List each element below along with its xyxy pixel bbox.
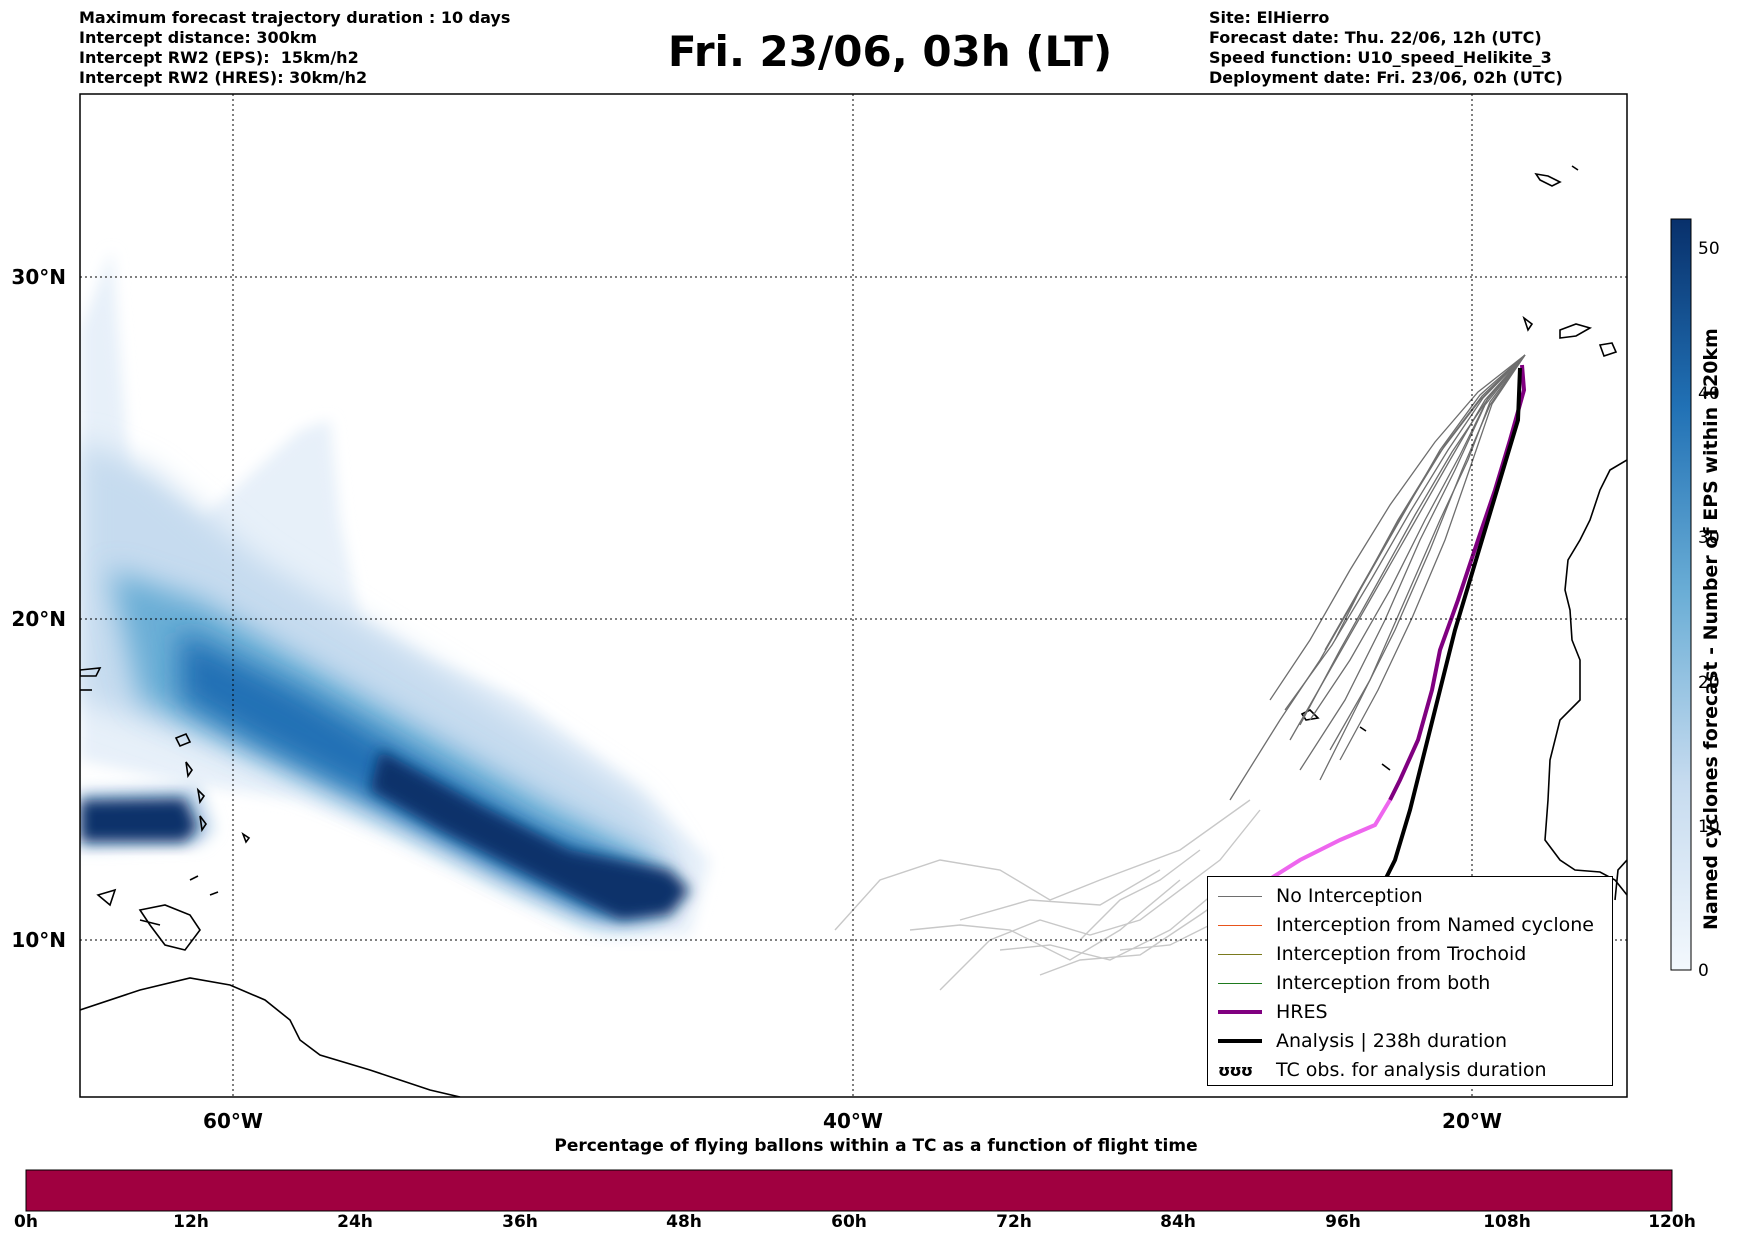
- header-right-info: Site: ElHierro Forecast date: Thu. 22/06…: [1209, 8, 1563, 88]
- legend-item-trochoid: Interception from Trochoid: [1218, 941, 1526, 967]
- flight-time-tick: 84h: [1160, 1212, 1196, 1232]
- hres-trajectory: [1388, 364, 1527, 801]
- flight-time-tick: 48h: [666, 1212, 702, 1232]
- legend-swatch: [1218, 982, 1262, 984]
- deployment-date-text: Deployment date: Fri. 23/06, 02h (UTC): [1209, 68, 1563, 87]
- flight-time-tick: 0h: [14, 1212, 38, 1232]
- trajectories-no-interception: [1229, 354, 1526, 801]
- legend-label: HRES: [1276, 1001, 1328, 1023]
- colorbar-title: Named cyclones forecast - Number of EPS …: [1700, 328, 1722, 930]
- cyclone-density-field: [80, 250, 710, 935]
- legend-item-hres: HRES: [1218, 999, 1328, 1025]
- lon-tick-20w: 20°W: [1442, 1109, 1502, 1133]
- flight-time-tick: 72h: [996, 1212, 1032, 1232]
- header-left-info: Maximum forecast trajectory duration : 1…: [79, 8, 510, 88]
- colorbar-tick-40: 40: [1698, 384, 1720, 404]
- legend-item-no-interception: No Interception: [1218, 883, 1423, 909]
- legend-label: Interception from Trochoid: [1276, 943, 1527, 965]
- intercept-eps-text: Intercept RW2 (EPS): 15km/h2: [79, 48, 359, 67]
- colorbar-tick-30: 30: [1698, 528, 1720, 548]
- flight-time-tick: 120h: [1648, 1212, 1696, 1232]
- legend-label: No Interception: [1276, 885, 1423, 907]
- legend-swatch: [1218, 1010, 1262, 1014]
- legend-item-named-cyclone: Interception from Named cyclone: [1218, 912, 1594, 938]
- colorbar-tick-50: 50: [1698, 239, 1720, 259]
- lat-tick-10n: 10°N: [11, 928, 66, 952]
- legend-swatch: [1218, 953, 1262, 955]
- lat-tick-30n: 30°N: [11, 265, 66, 289]
- colorbar-tick-20: 20: [1698, 673, 1720, 693]
- flight-time-tick: 12h: [173, 1212, 209, 1232]
- lat-tick-20n: 20°N: [11, 607, 66, 631]
- cyclone-symbol-icon: ʊʊʊ: [1218, 1060, 1253, 1080]
- legend: No Interception Interception from Named …: [1207, 876, 1613, 1086]
- flight-time-tick: 36h: [502, 1212, 538, 1232]
- analysis-trajectory: [1383, 367, 1522, 881]
- legend-label: Interception from Named cyclone: [1276, 914, 1594, 936]
- site-text: Site: ElHierro: [1209, 8, 1330, 27]
- map-plot-area: [80, 165, 1627, 1097]
- lon-tick-40w: 40°W: [823, 1109, 883, 1133]
- map-frame: [79, 93, 1628, 1098]
- colorbar-ticks: 0 10 20 30 40 50: [1698, 239, 1720, 981]
- lon-tick-60w: 60°W: [203, 1109, 263, 1133]
- map-title: Fri. 23/06, 03h (LT): [667, 27, 1113, 76]
- flight-time-tick: 96h: [1325, 1212, 1361, 1232]
- forecast-date-text: Forecast date: Thu. 22/06, 12h (UTC): [1209, 28, 1542, 47]
- intercept-distance-text: Intercept distance: 300km: [79, 28, 318, 47]
- colorbar: [1670, 218, 1692, 971]
- flight-time-bar: [25, 1169, 1673, 1212]
- colorbar-tick-0: 0: [1698, 961, 1709, 981]
- speed-function-text: Speed function: U10_speed_Helikite_3: [1209, 48, 1552, 67]
- flight-time-bar-title: Percentage of flying ballons within a TC…: [554, 1136, 1198, 1156]
- flight-time-tick: 24h: [337, 1212, 373, 1232]
- max-duration-text: Maximum forecast trajectory duration : 1…: [79, 8, 511, 27]
- legend-swatch: [1218, 895, 1262, 897]
- hres-trajectory-tail: [1263, 798, 1392, 884]
- legend-swatch: [1218, 1039, 1262, 1043]
- legend-label: Analysis | 238h duration: [1276, 1030, 1508, 1052]
- coastlines: [80, 165, 1627, 1097]
- legend-item-analysis: Analysis | 238h duration: [1218, 1028, 1507, 1054]
- colorbar-tick-10: 10: [1698, 817, 1720, 837]
- legend-label: Interception from both: [1276, 972, 1491, 994]
- intercept-hres-text: Intercept RW2 (HRES): 30km/h2: [79, 68, 368, 87]
- legend-item-tc-obs: ʊʊʊ TC obs. for analysis duration: [1218, 1057, 1547, 1083]
- legend-item-both: Interception from both: [1218, 970, 1490, 996]
- trajectories-tail: [834, 799, 1261, 991]
- flight-time-tick: 60h: [831, 1212, 867, 1232]
- flight-time-tick: 108h: [1483, 1212, 1531, 1232]
- legend-label: TC obs. for analysis duration: [1276, 1059, 1547, 1081]
- legend-swatch: [1218, 924, 1262, 926]
